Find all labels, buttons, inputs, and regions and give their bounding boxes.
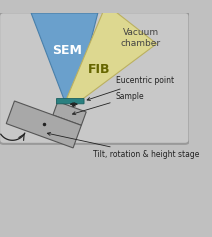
FancyBboxPatch shape bbox=[56, 99, 84, 104]
Text: SEM: SEM bbox=[52, 44, 82, 57]
Text: Sample: Sample bbox=[73, 92, 144, 115]
Text: Tilt, rotation & height stage: Tilt, rotation & height stage bbox=[47, 132, 200, 159]
Polygon shape bbox=[31, 13, 98, 99]
Polygon shape bbox=[6, 101, 81, 148]
Polygon shape bbox=[67, 4, 157, 105]
Text: Vacuum
chamber: Vacuum chamber bbox=[120, 28, 160, 48]
Polygon shape bbox=[53, 102, 86, 125]
FancyBboxPatch shape bbox=[0, 12, 190, 144]
Text: FIB: FIB bbox=[88, 63, 111, 76]
Text: Eucentric point: Eucentric point bbox=[87, 76, 174, 100]
